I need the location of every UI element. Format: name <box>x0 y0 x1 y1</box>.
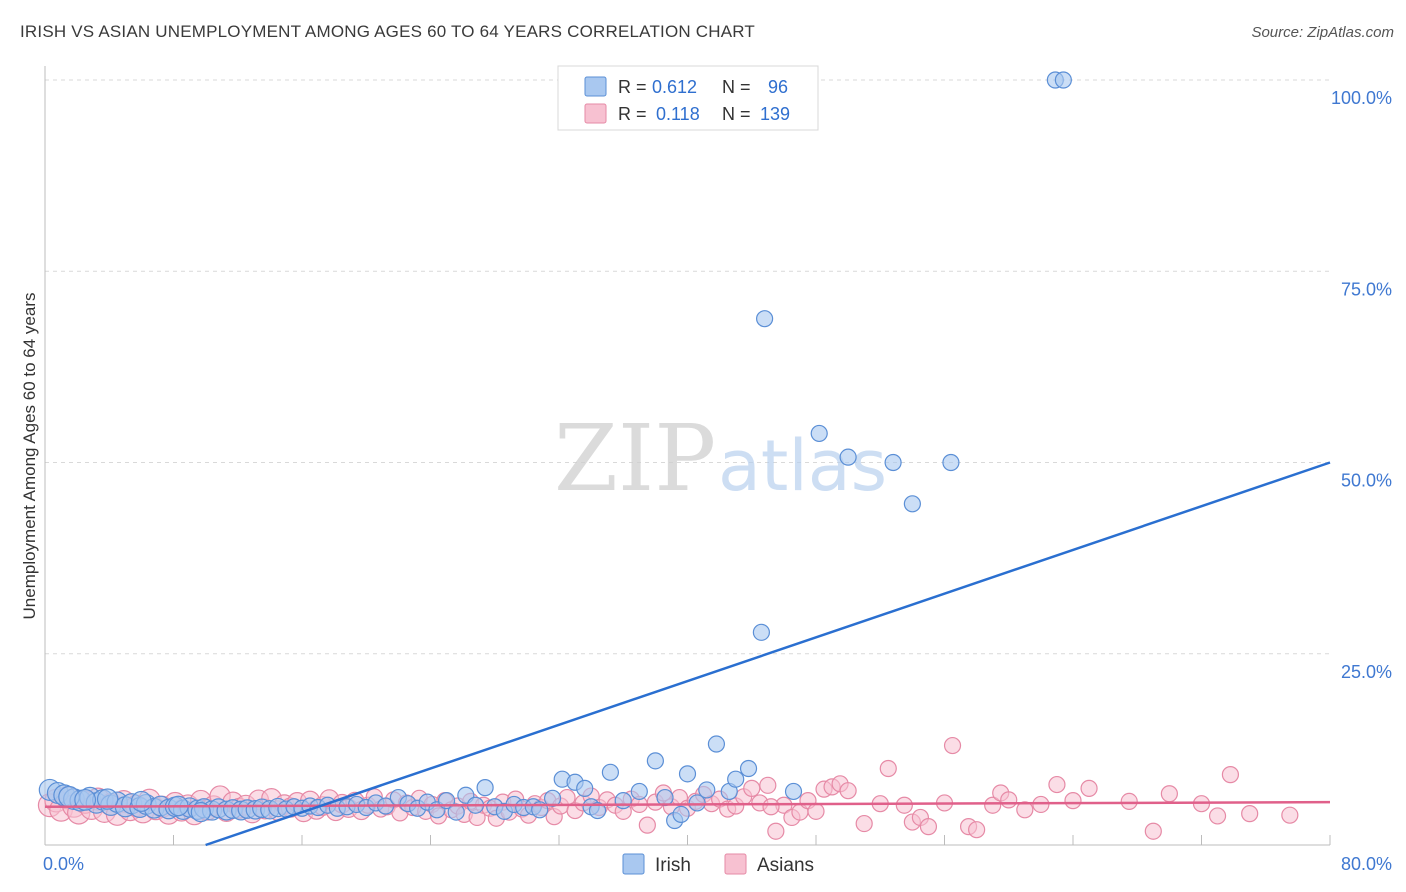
asians-point <box>879 759 897 778</box>
irish-point <box>601 763 620 781</box>
irish-point <box>755 310 774 328</box>
asians-point <box>638 816 656 834</box>
legend-asians-swatch <box>724 853 747 875</box>
asians-point <box>762 798 780 816</box>
asians-point <box>1120 792 1138 810</box>
source-label: Source: ZipAtlas.com <box>1251 24 1394 41</box>
irish-point <box>839 448 857 466</box>
asians-point <box>984 796 1002 814</box>
legend-asians-label: Asians <box>757 855 814 876</box>
asians-point <box>1000 791 1018 809</box>
irish-point <box>810 424 828 443</box>
irish-point <box>942 453 960 472</box>
legend: Irish Asians <box>622 853 814 876</box>
irish-r-label: R = <box>618 77 647 97</box>
asians-point <box>839 782 857 800</box>
asians-point <box>1241 805 1259 823</box>
irish-point <box>96 788 119 810</box>
irish-point <box>752 623 770 641</box>
asians-point <box>1080 779 1098 797</box>
asians-point <box>759 776 777 794</box>
asians-point <box>767 822 785 840</box>
x-tick-label: 80.0% <box>1341 854 1392 874</box>
asians-point <box>943 736 962 755</box>
asians-point <box>807 802 825 820</box>
asians-point <box>1016 801 1034 819</box>
asians-point <box>1221 766 1240 784</box>
asians-point <box>1144 822 1162 840</box>
asians-point <box>1048 775 1066 794</box>
asians-r-value: 0.118 <box>656 104 700 124</box>
asians-point <box>855 814 873 833</box>
irish-point <box>707 735 726 753</box>
asians-point <box>743 779 761 797</box>
y-axis-title: Unemployment Among Ages 60 to 64 years <box>20 293 39 620</box>
watermark-atlas: atlas <box>718 425 887 507</box>
asians-point <box>1160 785 1178 803</box>
irish-point <box>543 789 562 807</box>
irish-n-label: N = <box>722 77 751 97</box>
asians-trendline <box>44 800 1331 808</box>
irish-point <box>74 788 97 811</box>
irish-point <box>688 794 706 812</box>
y-tick-label: 75.0% <box>1341 279 1392 299</box>
y-tick-label: 50.0% <box>1341 471 1392 491</box>
y-tick-labels: 25.0% 50.0% 75.0% 100.0% <box>1331 88 1392 682</box>
irish-trendline <box>205 461 1331 847</box>
irish-point <box>698 781 716 799</box>
x-tick-labels: 0.0% 80.0% <box>43 854 1392 874</box>
y-tick-label: 100.0% <box>1331 88 1392 108</box>
asians-n-label: N = <box>722 104 751 124</box>
irish-point <box>614 792 632 810</box>
irish-point <box>630 782 648 801</box>
asians-point <box>919 818 938 836</box>
watermark: ZIP atlas <box>554 405 887 512</box>
irish-point <box>784 782 803 801</box>
chart-title: IRISH VS ASIAN UNEMPLOYMENT AMONG AGES 6… <box>20 22 756 41</box>
irish-point <box>1054 71 1072 89</box>
irish-point <box>727 770 745 788</box>
legend-irish-swatch <box>622 853 645 875</box>
asians-n-value: 139 <box>760 104 790 124</box>
irish-r-value: 0.612 <box>652 77 697 97</box>
y-tick-label: 25.0% <box>1341 662 1392 682</box>
irish-point <box>656 788 674 807</box>
legend-irish-label: Irish <box>655 855 691 876</box>
irish-point <box>884 453 902 472</box>
irish-point <box>739 759 758 778</box>
irish-point <box>476 779 494 797</box>
stats-box: R = 0.612 N = 96 R = 0.118 N = 139 <box>557 65 819 131</box>
asians-r-label: R = <box>618 104 647 124</box>
irish-point <box>646 752 664 770</box>
irish-point <box>576 779 594 797</box>
irish-n-value: 96 <box>768 77 788 97</box>
asians-swatch <box>584 103 607 124</box>
irish-point <box>672 805 690 824</box>
watermark-zip: ZIP <box>554 405 716 512</box>
irish-point <box>678 765 697 783</box>
irish-point <box>130 790 152 812</box>
asians-point <box>1064 792 1082 810</box>
irish-point <box>903 495 921 513</box>
asians-point <box>968 821 986 839</box>
asians-point <box>895 796 913 814</box>
irish-point <box>588 801 607 820</box>
trendlines <box>44 461 1331 847</box>
asians-point <box>1208 807 1227 825</box>
asians-point <box>1281 806 1299 824</box>
x-tick-label: 0.0% <box>43 854 84 874</box>
irish-swatch <box>584 76 607 97</box>
